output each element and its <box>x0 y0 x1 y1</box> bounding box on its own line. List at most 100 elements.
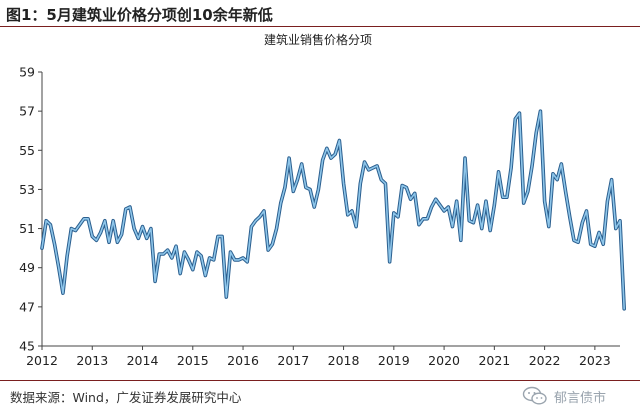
data-point <box>62 293 63 294</box>
data-point <box>138 238 139 239</box>
data-point <box>201 255 202 256</box>
data-point <box>393 212 394 213</box>
data-point <box>389 261 390 262</box>
x-tick-label: 2021 <box>478 353 510 368</box>
x-tick-label: 2012 <box>26 353 58 368</box>
y-tick-label: 55 <box>19 143 35 158</box>
data-point <box>515 118 516 119</box>
data-point <box>217 236 218 237</box>
data-point <box>79 224 80 225</box>
data-point <box>603 244 604 245</box>
data-point <box>184 251 185 252</box>
data-point <box>251 226 252 227</box>
data-point <box>351 210 352 211</box>
data-point <box>247 261 248 262</box>
y-tick-label: 59 <box>19 65 35 80</box>
x-tick-label: 2019 <box>378 353 410 368</box>
data-point <box>582 222 583 223</box>
data-point <box>485 201 486 202</box>
data-point <box>58 267 59 268</box>
data-point <box>477 204 478 205</box>
data-point <box>573 240 574 241</box>
data-point <box>326 148 327 149</box>
data-point <box>360 183 361 184</box>
data-point <box>448 206 449 207</box>
y-tick-label: 53 <box>19 182 35 197</box>
wechat-icon <box>522 386 547 405</box>
data-point <box>293 191 294 192</box>
data-point <box>96 240 97 241</box>
data-point <box>67 255 68 256</box>
data-point <box>615 228 616 229</box>
data-point <box>481 228 482 229</box>
data-point <box>418 224 419 225</box>
data-point <box>502 197 503 198</box>
data-point <box>205 275 206 276</box>
data-point <box>598 232 599 233</box>
data-point <box>280 203 281 204</box>
x-tick-label: 2014 <box>127 353 159 368</box>
data-point <box>494 204 495 205</box>
data-point <box>427 218 428 219</box>
data-point <box>578 242 579 243</box>
data-point <box>561 163 562 164</box>
data-point <box>368 169 369 170</box>
data-point <box>372 167 373 168</box>
data-point <box>213 259 214 260</box>
data-point <box>297 179 298 180</box>
chart-title: 建筑业销售价格分项 <box>264 32 372 47</box>
series-line-outline <box>40 109 626 311</box>
data-point <box>284 187 285 188</box>
watermark-label: 郁言债市 <box>554 390 607 406</box>
data-point <box>335 154 336 155</box>
x-tick-label: 2015 <box>177 353 209 368</box>
data-point <box>590 244 591 245</box>
x-tick-label: 2023 <box>579 353 611 368</box>
data-point <box>154 281 155 282</box>
data-point <box>544 201 545 202</box>
data-point <box>180 273 181 274</box>
data-point <box>117 242 118 243</box>
data-point <box>460 240 461 241</box>
line-chart: 建筑业销售价格分项 45 47 49 51 53 55 57 59 2012 2013 2014 20… <box>19 32 626 368</box>
data-point <box>318 189 319 190</box>
x-tick-label: 2017 <box>277 353 309 368</box>
data-point <box>536 132 537 133</box>
data-point <box>163 253 164 254</box>
x-tick-label: 2018 <box>328 353 360 368</box>
data-point <box>452 226 453 227</box>
data-point <box>473 222 474 223</box>
data-point <box>611 179 612 180</box>
data-point <box>192 269 193 270</box>
data-point <box>234 259 235 260</box>
data-point <box>565 191 566 192</box>
data-point <box>142 226 143 227</box>
y-tick-label: 47 <box>19 299 35 314</box>
data-point <box>469 220 470 221</box>
data-point <box>129 206 130 207</box>
data-point <box>364 161 365 162</box>
data-point <box>414 193 415 194</box>
data-point <box>431 206 432 207</box>
data-point <box>125 208 126 209</box>
data-point <box>54 244 55 245</box>
data-point <box>196 251 197 252</box>
y-tick-label: 45 <box>19 339 35 354</box>
data-point <box>343 183 344 184</box>
data-point <box>569 216 570 217</box>
data-point <box>41 248 42 249</box>
data-point <box>268 250 269 251</box>
x-tick-label: 2020 <box>428 353 460 368</box>
watermark: 郁言债市 <box>522 385 606 407</box>
data-point <box>238 259 239 260</box>
data-point <box>443 210 444 211</box>
data-point <box>222 236 223 237</box>
data-point <box>519 113 520 114</box>
data-point <box>619 220 620 221</box>
data-point <box>456 201 457 202</box>
data-point <box>255 220 256 221</box>
figure-title: 图1：5月建筑业价格分项创10余年新低 <box>6 6 273 24</box>
data-point <box>50 224 51 225</box>
data-point <box>226 296 227 297</box>
data-point <box>46 220 47 221</box>
